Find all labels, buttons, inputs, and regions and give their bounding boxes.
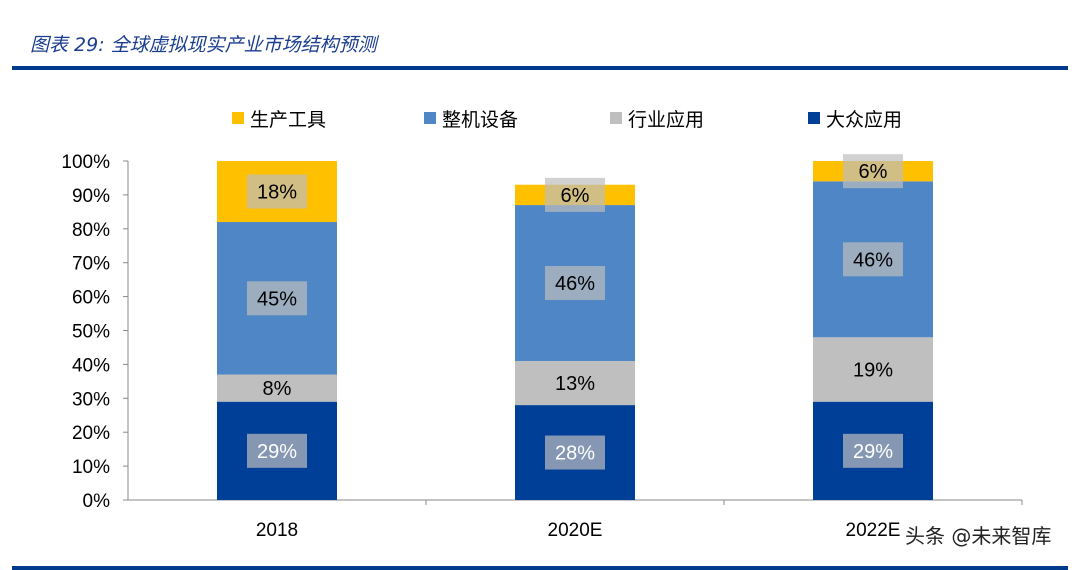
data-label: 28% [555, 443, 595, 465]
data-label-box [843, 154, 903, 189]
legend-swatch [424, 112, 436, 124]
y-tick-label: 90% [72, 186, 110, 207]
data-label: 45% [257, 288, 297, 310]
legend-label: 大众应用 [826, 109, 902, 131]
legend-label: 整机设备 [442, 109, 518, 131]
data-label: 29% [853, 441, 893, 463]
title-rule [12, 66, 1068, 70]
data-label: 6% [859, 161, 888, 183]
bar-segment [217, 374, 337, 402]
data-label-box [545, 266, 605, 301]
data-label: 8% [263, 378, 292, 400]
figure-title: 图表 29: 全球虚拟现实产业市场结构预测 [30, 34, 377, 56]
y-tick-label: 100% [61, 152, 110, 173]
data-label-box [545, 177, 605, 212]
data-label-box [843, 433, 903, 468]
y-tick-label: 70% [72, 254, 110, 275]
y-tick-label: 20% [72, 423, 110, 444]
y-tick-label: 0% [83, 491, 111, 512]
y-tick-label: 80% [72, 220, 110, 241]
bar-segment [515, 361, 635, 406]
x-tick-label: 2022E [846, 520, 901, 541]
x-tick-label: 2018 [256, 520, 298, 541]
data-label-box [247, 433, 307, 468]
y-tick-label: 40% [72, 355, 110, 376]
legend-label: 行业应用 [628, 109, 704, 131]
legend-label: 生产工具 [250, 109, 326, 131]
data-label: 6% [561, 185, 590, 207]
legend-swatch [610, 112, 622, 124]
data-label: 13% [555, 373, 595, 395]
data-label-box [843, 242, 903, 277]
legend-swatch [808, 112, 820, 124]
legend-swatch [232, 112, 244, 124]
data-label-box [247, 281, 307, 316]
watermark: 头条 @未来智库 [905, 524, 1052, 548]
data-label: 19% [853, 359, 893, 381]
y-tick-label: 10% [72, 457, 110, 478]
bar-segment [813, 337, 933, 402]
data-label-box [247, 174, 307, 209]
y-tick-label: 30% [72, 389, 110, 410]
data-label-box [545, 435, 605, 470]
data-label: 29% [257, 441, 297, 463]
data-label: 18% [257, 182, 297, 204]
y-tick-label: 60% [72, 288, 110, 309]
x-tick-label: 2020E [548, 520, 603, 541]
y-tick-label: 50% [72, 322, 110, 343]
bottom-rule [12, 566, 1068, 570]
data-label: 46% [853, 249, 893, 271]
data-label: 46% [555, 273, 595, 295]
